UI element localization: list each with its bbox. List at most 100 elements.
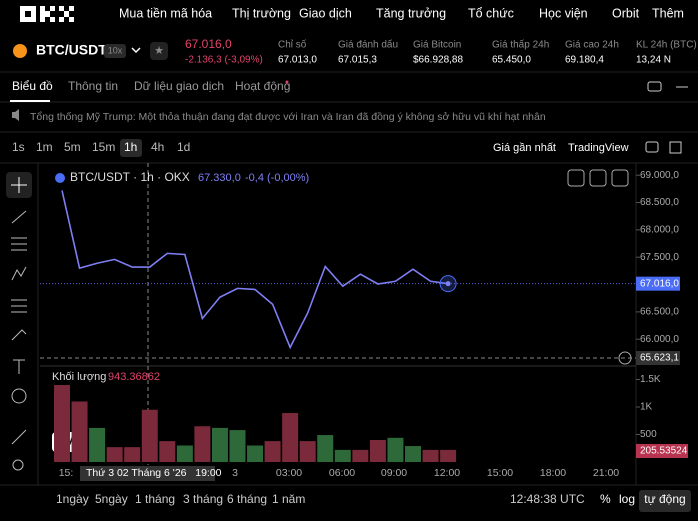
log-toggle[interactable]: log xyxy=(619,492,635,506)
volume-bar xyxy=(247,445,264,462)
range-button[interactable]: 6 tháng xyxy=(227,492,267,506)
camera-icon[interactable] xyxy=(645,141,659,153)
volume-bar xyxy=(264,441,281,462)
fullscreen-icon[interactable] xyxy=(669,141,682,154)
interval[interactable]: 1m xyxy=(36,140,53,154)
nav-item[interactable]: Thêm xyxy=(652,6,684,20)
interval[interactable]: 1s xyxy=(12,140,25,154)
stat-value: $66.928,88 xyxy=(413,55,463,66)
interval[interactable]: 15m xyxy=(92,140,115,154)
range-button[interactable]: 1 năm xyxy=(272,492,305,506)
x-tick-label: 09:00 xyxy=(381,467,407,479)
tab[interactable]: Biểu đồ xyxy=(12,79,53,93)
nav-item[interactable]: Orbit xyxy=(612,6,640,20)
volume-tick-label: 1.5K xyxy=(640,374,661,385)
y-tick-label: 68.000,0 xyxy=(640,225,679,236)
volume-bar xyxy=(211,427,228,462)
legend-icon xyxy=(55,173,65,183)
tab[interactable]: Dữ liệu giao dịch xyxy=(134,79,224,93)
range-button[interactable]: 3 tháng xyxy=(183,492,223,506)
symbol[interactable]: BTC/USDT xyxy=(36,42,107,58)
last-price: 67.016,0 xyxy=(185,37,232,51)
crosshair-price-box xyxy=(636,351,680,365)
volume-bar xyxy=(159,441,176,462)
star: ★ xyxy=(154,45,164,57)
logo[interactable] xyxy=(20,6,74,22)
y-tick-label: 69.000,0 xyxy=(640,170,679,181)
x-tick-label: 03:00 xyxy=(276,467,302,479)
volume-bar xyxy=(422,449,439,462)
chart-buttons[interactable] xyxy=(567,169,629,187)
add-button[interactable] xyxy=(618,351,632,365)
stat-label: Giá thấp 24h xyxy=(492,39,549,51)
last-price-label: 67.016,0 xyxy=(640,278,679,289)
x-tick-label: 12:00 xyxy=(434,467,460,479)
volume-bar xyxy=(334,449,351,462)
tab[interactable]: Hoạt động xyxy=(235,79,290,93)
volume-bar xyxy=(282,413,299,462)
auto-toggle[interactable]: tự động xyxy=(644,492,685,506)
stat-value: 69.180,4 xyxy=(565,55,604,66)
volume-title: Khối lượng xyxy=(52,371,106,383)
interval[interactable]: 4h xyxy=(151,140,164,154)
x-tick-label: 06:00 xyxy=(329,467,355,479)
x-tick-label: 21:00 xyxy=(593,467,619,479)
chevron[interactable] xyxy=(131,47,141,54)
volume-bar xyxy=(440,449,457,462)
y-tick-label: 66.000,0 xyxy=(640,334,679,345)
volume-bar xyxy=(176,445,193,462)
leverage-badge xyxy=(104,44,126,58)
volume-bar xyxy=(369,440,386,462)
last-point xyxy=(445,281,451,287)
stat-label: Giá cao 24h xyxy=(565,40,619,51)
range-button[interactable]: 1 tháng xyxy=(135,492,175,506)
nav-item[interactable]: Tăng trưởng xyxy=(376,6,446,20)
x-tick-label: 3 xyxy=(232,467,238,479)
volume-bar xyxy=(387,437,404,462)
volume-current: 943.36862 xyxy=(108,371,160,383)
percent-toggle[interactable]: % xyxy=(600,492,611,506)
x-tick-label: 18:00 xyxy=(540,467,566,479)
favorite-button[interactable] xyxy=(150,42,168,60)
y-tick-label: 67.500,0 xyxy=(640,252,679,263)
news[interactable]: Tổng thống Mỹ Trump: Một thỏa thuận đang… xyxy=(30,111,546,123)
price-type[interactable]: Giá gần nhất xyxy=(493,142,556,154)
drawing-tools[interactable] xyxy=(11,210,27,471)
volume-bar xyxy=(106,447,123,462)
crosshair-time: Thứ 3 02 Tháng 6 '26 19:00 xyxy=(86,467,222,479)
price-change: -2.136,3 (-3,09%) xyxy=(185,55,263,66)
nav-item[interactable]: Thị trường xyxy=(232,6,291,20)
legend: BTC/USDT · 1h · OKX xyxy=(70,170,190,184)
interval[interactable]: 1d xyxy=(177,140,190,154)
nav-item[interactable]: Giao dịch xyxy=(299,6,352,20)
auto-toggle-bg xyxy=(639,490,691,512)
last-price-box xyxy=(636,276,680,291)
nav-item[interactable]: Tổ chức xyxy=(468,6,514,20)
volume-bar xyxy=(299,441,316,462)
stat-value: 65.450,0 xyxy=(492,55,531,66)
range-button[interactable]: 5ngày xyxy=(95,492,128,506)
nav-item[interactable]: Học viện xyxy=(539,6,588,20)
view-mode[interactable]: TradingView xyxy=(568,142,629,154)
volume-bar xyxy=(229,430,246,462)
volume-tick-label: 500 xyxy=(640,429,657,440)
legend-change: -0,4 (-0,00%) xyxy=(245,172,309,184)
window-icon[interactable] xyxy=(647,81,662,92)
volume-last-label: 205.53524 xyxy=(640,446,688,457)
speaker-icon xyxy=(12,109,19,121)
volume-bar xyxy=(124,447,141,462)
interval[interactable]: 1h xyxy=(124,140,137,154)
interval[interactable]: 5m xyxy=(64,140,81,154)
volume-bar xyxy=(352,449,369,462)
stat-label: KL 24h (BTC) xyxy=(636,40,697,51)
tab[interactable]: Thông tin xyxy=(68,79,118,93)
stat-label: Chỉ số xyxy=(278,39,307,51)
volume-bar xyxy=(317,435,334,462)
range-button[interactable]: 1ngày xyxy=(56,492,89,506)
nav-item[interactable]: Mua tiền mã hóa xyxy=(119,6,212,20)
volume-bar xyxy=(71,401,88,462)
y-tick-label: 66.500,0 xyxy=(640,307,679,318)
volume-bar xyxy=(54,385,70,462)
volume-label-box xyxy=(636,444,688,458)
